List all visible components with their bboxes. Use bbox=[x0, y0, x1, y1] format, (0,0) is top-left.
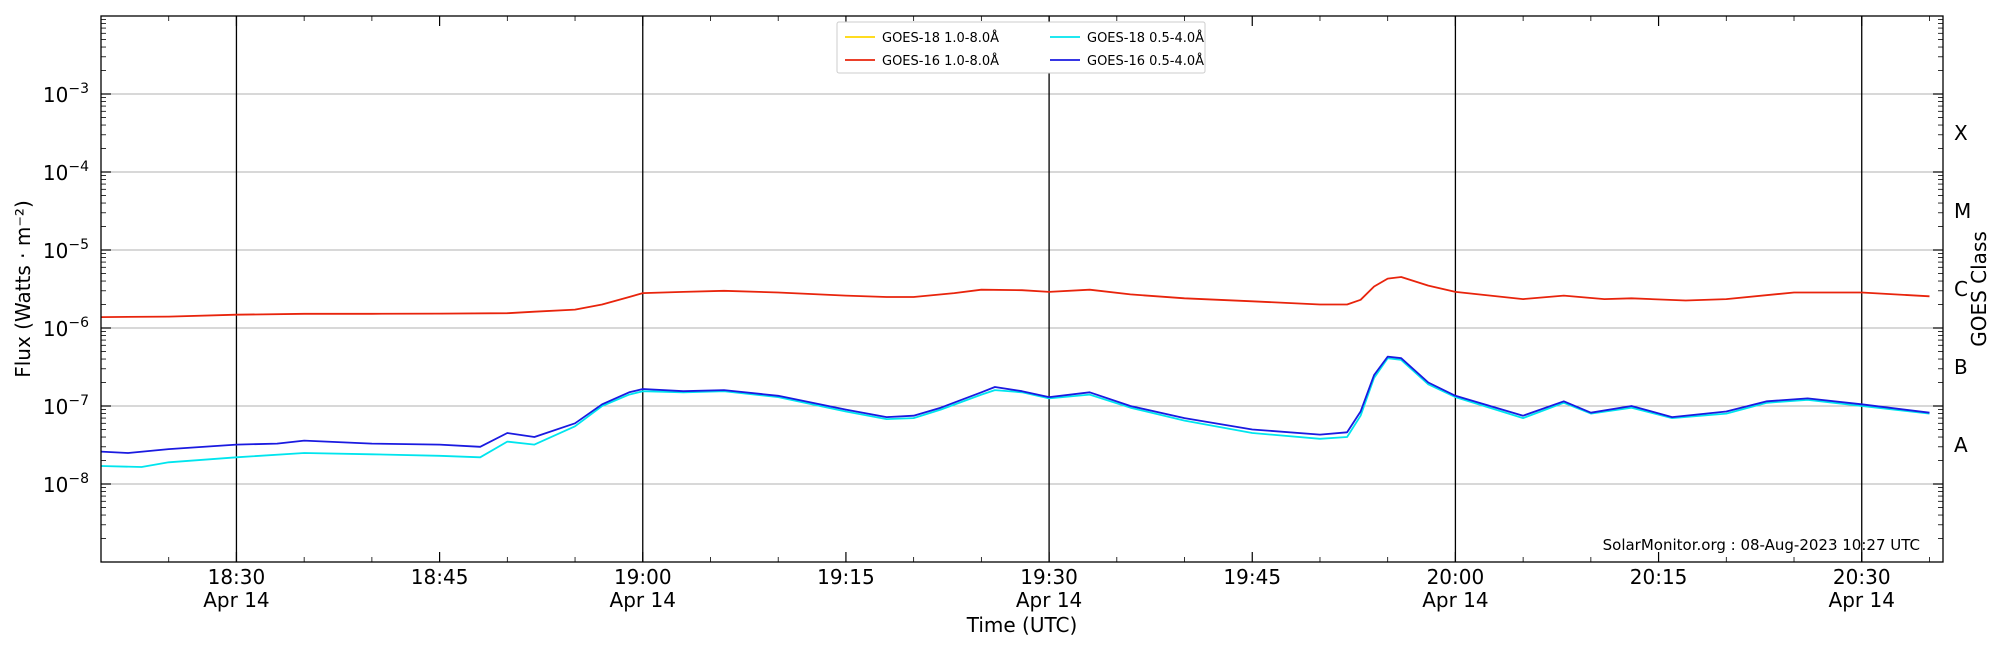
goes-class-label: A bbox=[1954, 433, 1968, 457]
x-tick-label: 18:45 bbox=[411, 565, 469, 589]
y-tick-label: 10−6 bbox=[43, 315, 89, 341]
legend: GOES-18 1.0-8.0Å GOES-16 1.0-8.0Å GOES-18 … bbox=[836, 21, 1206, 74]
legend-label: GOES-18 1.0-8.0Å bbox=[882, 30, 999, 46]
x-tick-label: 20:00 bbox=[1427, 565, 1485, 589]
x-tick-label: 19:00 bbox=[614, 565, 672, 589]
goes-class-label: C bbox=[1954, 277, 1968, 301]
legend-label: GOES-16 1.0-8.0Å bbox=[882, 53, 999, 69]
y-tick-label: 10−4 bbox=[43, 159, 89, 185]
x-tick-label: 20:15 bbox=[1630, 565, 1688, 589]
goes-class-label: X bbox=[1954, 121, 1968, 145]
series-lines bbox=[100, 276, 1930, 468]
goes-class-label: M bbox=[1954, 199, 1971, 223]
x-tick-date-label: Apr 14 bbox=[1016, 588, 1082, 612]
grid-lines bbox=[101, 93, 1943, 485]
x-tick-date-label: Apr 14 bbox=[1422, 588, 1488, 612]
plot-frame bbox=[100, 15, 1944, 563]
legend-label: GOES-16 0.5-4.0Å bbox=[1087, 53, 1204, 69]
y-axis-title: Flux (Watts · m⁻²) bbox=[11, 200, 35, 378]
right-axis-title: GOES Class bbox=[1967, 231, 1991, 347]
watermark-text: SolarMonitor.org : 08-Aug-2023 10:27 UTC bbox=[1603, 536, 1920, 554]
y-tick-label: 10−8 bbox=[43, 471, 89, 497]
goes-class-labels: X M C B A bbox=[1954, 121, 1971, 457]
series-line-3 bbox=[100, 355, 1930, 454]
goes-class-label: B bbox=[1954, 355, 1968, 379]
y-axis-ticks: 10−3 10−4 10−5 10−6 10−7 10−8 bbox=[43, 19, 1943, 539]
legend-label: GOES-18 0.5-4.0Å bbox=[1087, 30, 1204, 46]
y-tick-label: 10−5 bbox=[43, 237, 89, 263]
x-tick-label: 18:30 bbox=[208, 565, 266, 589]
x-tick-date-label: Apr 14 bbox=[203, 588, 269, 612]
x-tick-date-label: Apr 14 bbox=[610, 588, 676, 612]
x-tick-label: 19:30 bbox=[1020, 565, 1078, 589]
series-line-1 bbox=[100, 276, 1930, 318]
x-axis-title: Time (UTC) bbox=[966, 613, 1078, 637]
legend-box bbox=[836, 21, 1206, 74]
x-tick-label: 20:30 bbox=[1833, 565, 1891, 589]
x-tick-label: 19:45 bbox=[1223, 565, 1281, 589]
series-line-2 bbox=[100, 357, 1930, 468]
x-tick-label: 19:15 bbox=[817, 565, 875, 589]
x-tick-date-label: Apr 14 bbox=[1829, 588, 1895, 612]
y-tick-label: 10−3 bbox=[43, 81, 89, 107]
major-time-lines bbox=[235, 16, 1863, 562]
y-tick-label: 10−7 bbox=[43, 393, 89, 419]
